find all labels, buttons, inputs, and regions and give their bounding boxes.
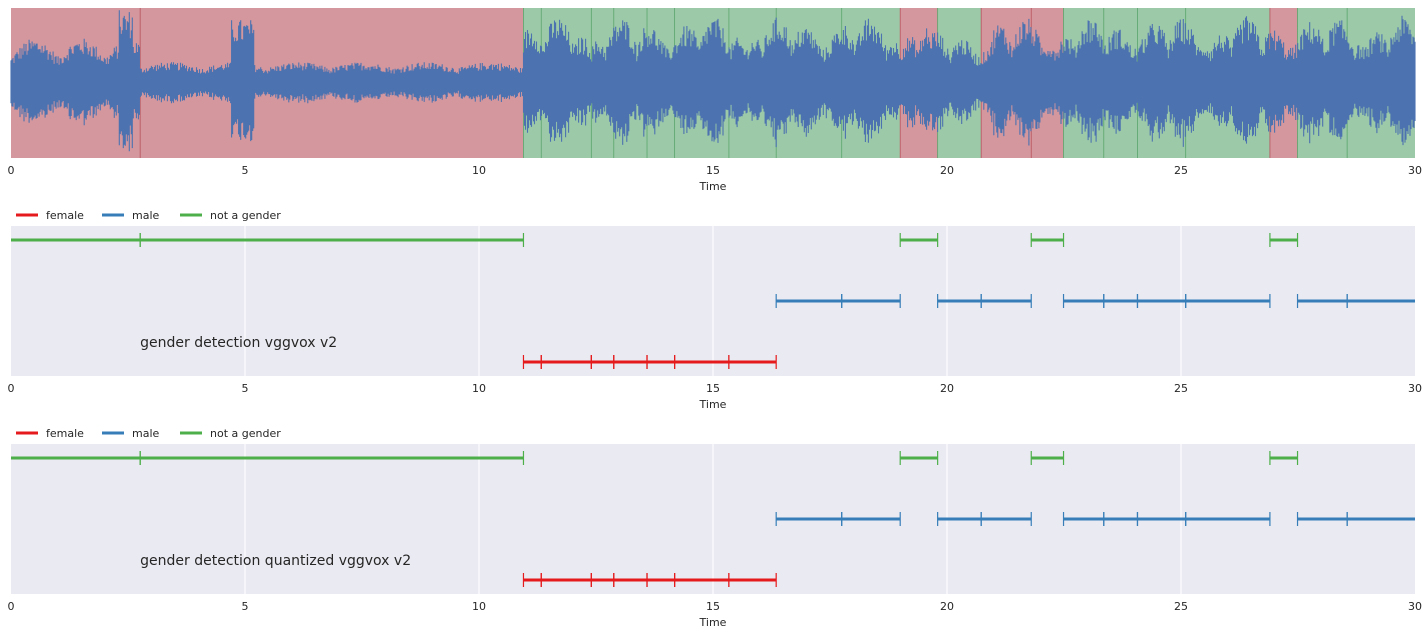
legend-label: male — [132, 427, 160, 440]
x-tick-label: 20 — [940, 164, 954, 177]
x-tick-label: 5 — [242, 164, 249, 177]
x-tick-label: 25 — [1174, 600, 1188, 613]
segment-mark — [841, 512, 901, 526]
x-tick-label: 15 — [706, 600, 720, 613]
segment-panel — [11, 226, 1415, 376]
x-tick-label: 0 — [8, 382, 15, 395]
x-tick-label: 0 — [8, 164, 15, 177]
legend-label: female — [46, 209, 84, 222]
legend-label: male — [132, 209, 160, 222]
segment-mark — [1185, 512, 1271, 526]
segment-mark — [980, 294, 1032, 308]
segment-panel — [11, 444, 1415, 594]
segment-mark — [1269, 233, 1299, 247]
segment-mark — [1185, 294, 1271, 308]
panel-annotation: gender detection vggvox v2 — [140, 335, 337, 351]
segment-mark — [841, 294, 901, 308]
x-tick-label: 25 — [1174, 164, 1188, 177]
x-tick-label: 30 — [1408, 164, 1422, 177]
segment-mark — [728, 355, 777, 369]
segment-mark — [1346, 294, 1415, 308]
x-axis-label: Time — [699, 398, 727, 411]
segment-mark — [1269, 451, 1299, 465]
x-tick-label: 15 — [706, 382, 720, 395]
x-axis-label: Time — [699, 180, 727, 193]
x-tick-label: 15 — [706, 164, 720, 177]
panel-annotation: gender detection quantized vggvox v2 — [140, 553, 411, 569]
segment-mark — [1346, 512, 1415, 526]
segment-mark — [728, 573, 777, 587]
x-tick-label: 0 — [8, 600, 15, 613]
segment-mark — [139, 451, 525, 465]
x-tick-label: 30 — [1408, 600, 1422, 613]
waveform-panel — [10, 8, 1416, 158]
x-axis-label: Time — [699, 616, 727, 629]
x-tick-label: 30 — [1408, 382, 1422, 395]
legend-label: not a gender — [210, 427, 281, 440]
legend-label: not a gender — [210, 209, 281, 222]
x-tick-label: 10 — [472, 164, 486, 177]
x-tick-label: 10 — [472, 600, 486, 613]
x-tick-label: 5 — [242, 382, 249, 395]
segment-mark — [139, 233, 525, 247]
legend-label: female — [46, 427, 84, 440]
x-tick-label: 20 — [940, 600, 954, 613]
x-tick-label: 10 — [472, 382, 486, 395]
segment-mark — [980, 512, 1032, 526]
segment-mark — [1030, 233, 1065, 247]
x-tick-label: 5 — [242, 600, 249, 613]
segment-mark — [1030, 451, 1065, 465]
x-tick-label: 25 — [1174, 382, 1188, 395]
segment-mark — [899, 451, 939, 465]
segment-mark — [899, 233, 939, 247]
x-tick-label: 20 — [940, 382, 954, 395]
